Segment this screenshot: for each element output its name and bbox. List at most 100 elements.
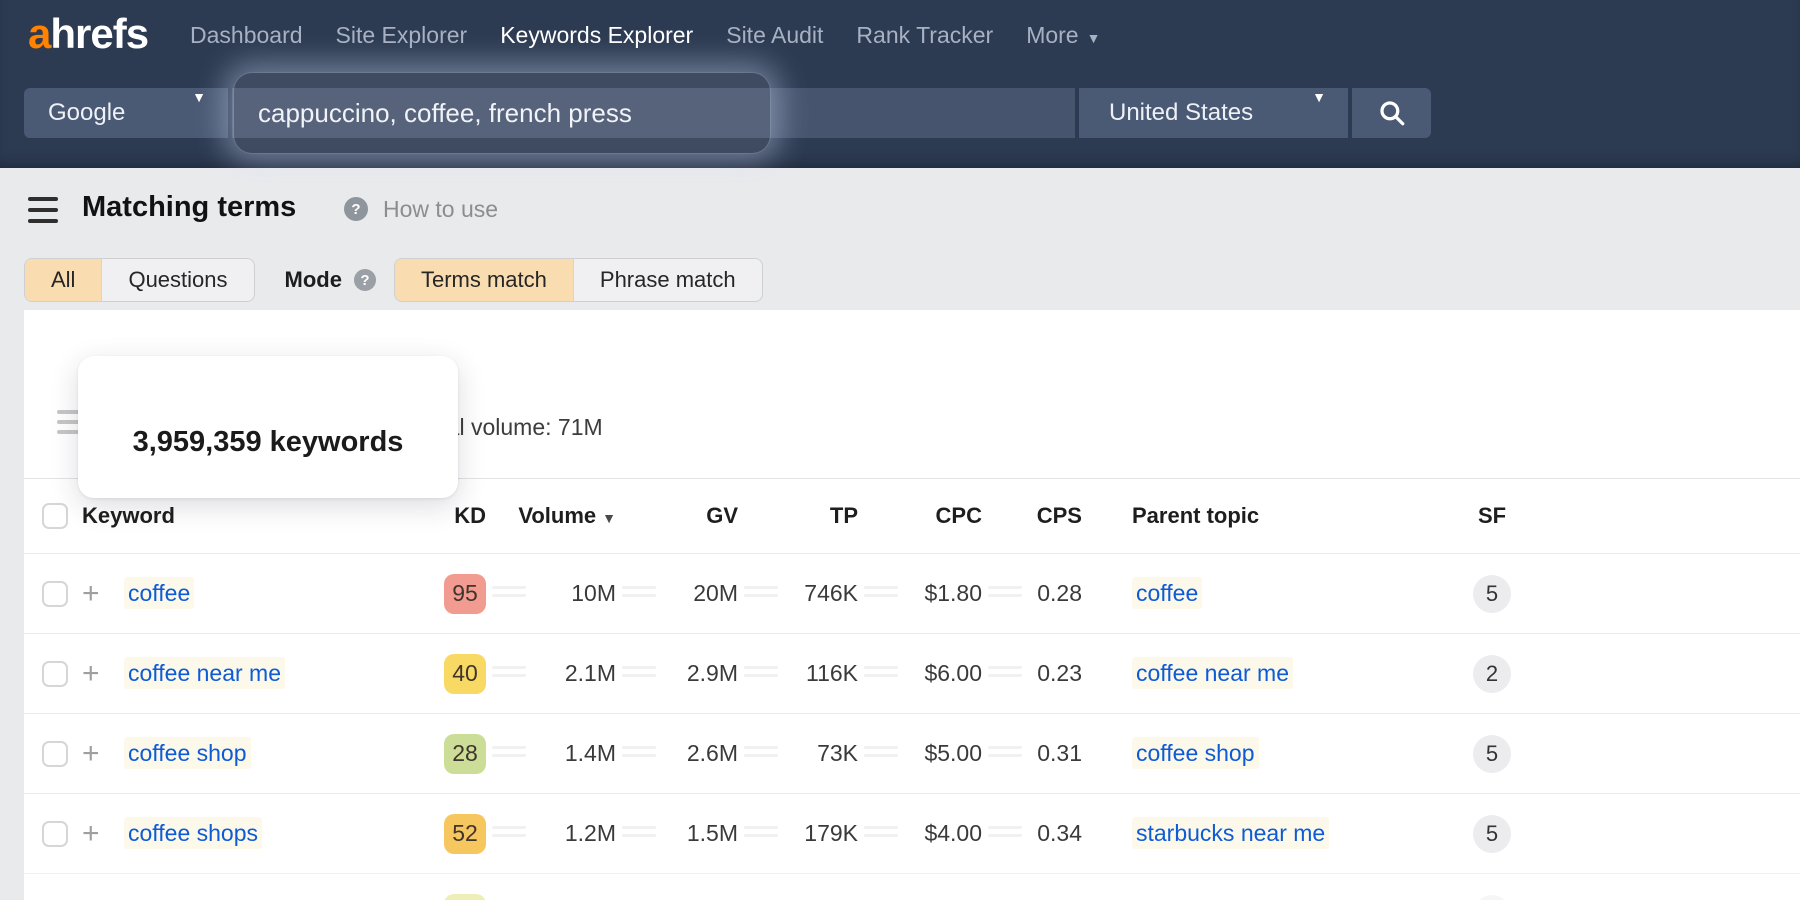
volume-cell: 1.2M — [486, 820, 616, 847]
mode-segmented-control: Terms match Phrase match — [394, 258, 763, 302]
col-parent-topic[interactable]: Parent topic — [1132, 503, 1432, 529]
tp-cell: 179K — [738, 820, 858, 847]
volume-cell: 10M — [486, 580, 616, 607]
col-cpc[interactable]: CPC — [858, 503, 982, 529]
keywords-explorer-page: ahrefs Dashboard Site Explorer Keywords … — [0, 0, 1800, 900]
results-card: Total volume: 71M 3,959,359 keywords Key… — [24, 310, 1800, 900]
top-navigation-bar: ahrefs Dashboard Site Explorer Keywords … — [0, 0, 1800, 168]
trend-placeholder — [492, 746, 526, 762]
scope-segmented-control: All Questions — [24, 258, 255, 302]
trend-placeholder — [744, 746, 778, 762]
parent-topic-link[interactable]: coffee shop — [1132, 737, 1259, 769]
trend-placeholder — [622, 826, 656, 842]
serp-features-badge: 5 — [1473, 735, 1511, 773]
add-to-list-button[interactable]: + — [82, 819, 124, 849]
ahrefs-logo[interactable]: ahrefs — [28, 10, 148, 58]
table-row: + coffee shop 28 1.4M 2.6M 73K $5.00 0.3… — [24, 713, 1800, 793]
kd-badge: 40 — [444, 654, 486, 694]
col-kd[interactable]: KD — [424, 503, 486, 529]
mode-label: Mode — [285, 267, 342, 293]
nav-dashboard[interactable]: Dashboard — [190, 22, 303, 49]
nav-keywords-explorer[interactable]: Keywords Explorer — [500, 22, 693, 49]
question-icon: ? — [344, 197, 368, 221]
table-row: + coffee 95 10M 20M 746K $1.80 0.28 coff… — [24, 553, 1800, 633]
search-engine-select[interactable]: Google ▼ — [24, 88, 228, 138]
question-icon: ? — [354, 269, 376, 291]
serp-features-badge: 2 — [1473, 655, 1511, 693]
table-row: + coffee shops 52 1.2M 1.5M 179K $4.00 0… — [24, 793, 1800, 873]
how-to-use-link[interactable]: How to use — [383, 196, 498, 223]
trend-placeholder — [988, 826, 1022, 842]
parent-topic-link[interactable]: coffee — [1132, 577, 1202, 609]
row-checkbox[interactable] — [42, 821, 68, 847]
trend-placeholder — [492, 666, 526, 682]
logo-letter-a: a — [28, 10, 50, 57]
nav-more[interactable]: More▼ — [1026, 22, 1100, 49]
trend-placeholder — [864, 666, 898, 682]
keyword-link[interactable]: coffee shops — [124, 817, 262, 849]
filter-all-button[interactable]: All — [25, 259, 102, 301]
trend-placeholder — [492, 826, 526, 842]
col-keyword[interactable]: Keyword — [82, 503, 424, 529]
parent-topic-link[interactable]: coffee near me — [1132, 657, 1293, 689]
cpc-cell: $1.80 — [858, 580, 982, 607]
parent-topic-link[interactable]: starbucks near me — [1132, 817, 1329, 849]
keyword-link[interactable]: coffee — [124, 577, 194, 609]
search-icon — [1377, 98, 1407, 128]
chevron-down-icon: ▼ — [1312, 90, 1326, 104]
query-text: cappuccino, coffee, french press — [232, 98, 632, 129]
row-checkbox[interactable] — [42, 581, 68, 607]
cps-cell: 0.23 — [982, 660, 1082, 687]
gv-cell: 20M — [616, 580, 738, 607]
terms-match-button[interactable]: Terms match — [395, 259, 574, 301]
phrase-match-button[interactable]: Phrase match — [574, 259, 762, 301]
volume-cell: 1.4M — [486, 740, 616, 767]
trend-placeholder — [864, 746, 898, 762]
add-to-list-button[interactable]: + — [82, 659, 124, 689]
trend-placeholder — [988, 666, 1022, 682]
trend-placeholder — [622, 586, 656, 602]
col-tp[interactable]: TP — [738, 503, 858, 529]
col-cps[interactable]: CPS — [982, 503, 1082, 529]
add-to-list-button[interactable]: + — [82, 579, 124, 609]
nav-site-explorer[interactable]: Site Explorer — [336, 22, 468, 49]
keyword-link[interactable]: coffee shop — [124, 737, 251, 769]
tp-cell: 746K — [738, 580, 858, 607]
chevron-down-icon: ▼ — [1087, 31, 1101, 45]
add-to-list-button[interactable]: + — [82, 739, 124, 769]
row-checkbox[interactable] — [42, 741, 68, 767]
main-nav: Dashboard Site Explorer Keywords Explore… — [190, 22, 1100, 49]
report-menu-icon[interactable] — [28, 197, 58, 230]
logo-rest: hrefs — [50, 10, 148, 57]
kd-badge — [444, 894, 486, 900]
volume-cell: 2.1M — [486, 660, 616, 687]
gv-cell: 1.5M — [616, 820, 738, 847]
serp-features-badge: 5 — [1473, 575, 1511, 613]
cps-cell: 0.34 — [982, 820, 1082, 847]
cpc-cell: $6.00 — [858, 660, 982, 687]
table-row: + coffee near me 40 2.1M 2.9M 116K $6.00… — [24, 633, 1800, 713]
select-all-checkbox[interactable] — [42, 503, 68, 529]
keywords-count-text: 3,959,359 keywords — [133, 426, 404, 459]
trend-placeholder — [988, 746, 1022, 762]
kd-badge: 28 — [444, 734, 486, 774]
country-select[interactable]: United States ▼ — [1079, 88, 1348, 138]
keywords-count-tooltip: 3,959,359 keywords — [78, 356, 458, 498]
help-icon-wrap[interactable]: ? — [344, 197, 368, 221]
trend-placeholder — [988, 586, 1022, 602]
search-button[interactable] — [1352, 88, 1431, 138]
nav-site-audit[interactable]: Site Audit — [726, 22, 823, 49]
mode-help[interactable]: ? — [354, 269, 376, 291]
keyword-link[interactable]: coffee near me — [124, 657, 285, 689]
row-checkbox[interactable] — [42, 661, 68, 687]
filter-questions-button[interactable]: Questions — [102, 259, 253, 301]
keyword-query-input[interactable]: cappuccino, coffee, french press — [232, 88, 1075, 138]
col-sf[interactable]: SF — [1432, 503, 1552, 529]
col-gv[interactable]: GV — [616, 503, 738, 529]
keyword-search-bar: Google ▼ cappuccino, coffee, french pres… — [24, 88, 1431, 138]
nav-rank-tracker[interactable]: Rank Tracker — [856, 22, 993, 49]
gv-cell: 2.6M — [616, 740, 738, 767]
col-volume[interactable]: Volume▼ — [486, 503, 616, 529]
trend-placeholder — [864, 586, 898, 602]
chevron-down-icon: ▼ — [192, 90, 206, 104]
